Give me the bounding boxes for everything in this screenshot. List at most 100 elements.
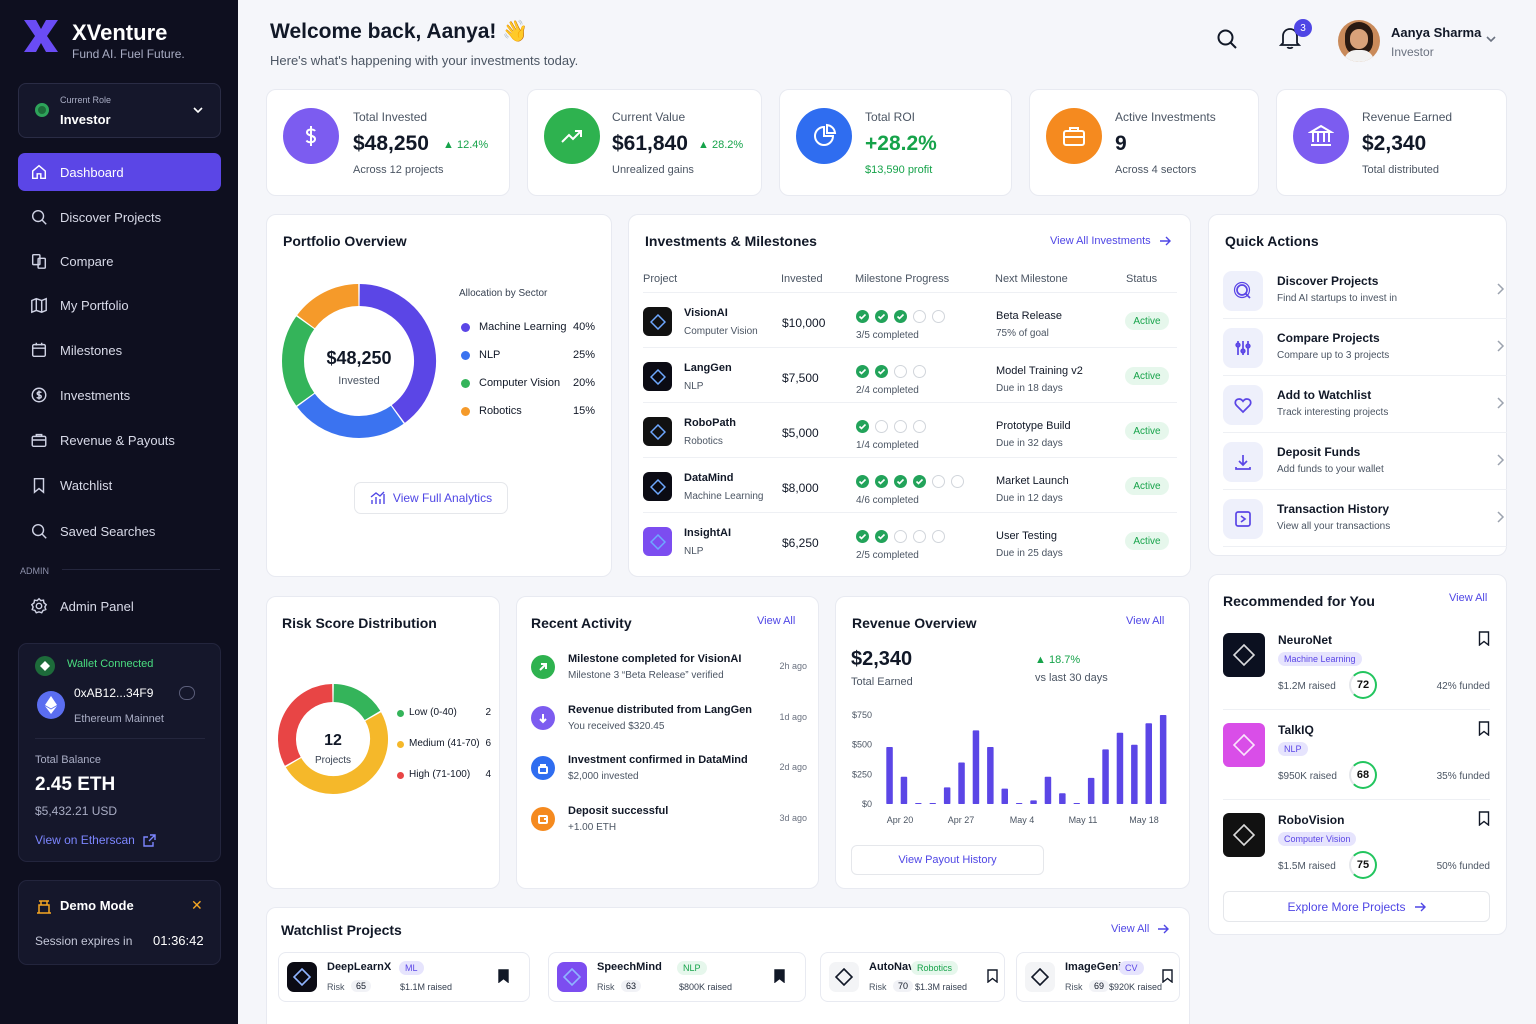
bookmark-icon[interactable] — [1162, 969, 1173, 983]
search-doc-icon — [1223, 271, 1263, 311]
search-icon[interactable] — [1216, 28, 1238, 50]
view-all-investments-link[interactable]: View All Investments — [1050, 235, 1171, 247]
nav-label: Milestones — [60, 342, 123, 358]
activity-item[interactable]: Revenue distributed from LangGen You rece… — [531, 702, 807, 750]
watchlist-item[interactable]: DeepLearnX ML Risk 65 $1.1M raised — [278, 952, 530, 1002]
nav-dashboard[interactable]: Dashboard — [18, 153, 221, 191]
explore-more-projects-button[interactable]: Explore More Projects — [1223, 891, 1490, 922]
recommended-project[interactable]: TalkIQ NLP $950K raised 68 35% funded — [1223, 715, 1490, 800]
quick-action-item[interactable]: Deposit Funds Add funds to your wallet — [1223, 433, 1507, 490]
nav-saved-searches[interactable]: Saved Searches — [18, 512, 221, 550]
admin-section-label: ADMIN — [20, 566, 49, 576]
quick-action-item[interactable]: Add to Watchlist Track interesting projec… — [1223, 376, 1507, 433]
view-etherscan-link[interactable]: View on Etherscan — [35, 833, 156, 847]
project-logo-icon — [643, 307, 672, 336]
watchlist-item[interactable]: SpeechMind NLP Risk 63 $800K raised — [548, 952, 806, 1002]
investment-row[interactable]: DataMind Machine Learning $8,000 4/6 comple… — [643, 457, 1177, 512]
nav-label: Revenue & Payouts — [60, 432, 175, 448]
score-ring: 68 — [1349, 761, 1377, 789]
recommended-project[interactable]: NeuroNet Machine Learning $1.2M raised 72 42… — [1223, 625, 1490, 710]
y-tick-label: $250 — [852, 769, 872, 779]
wallet-address[interactable]: 0xAB12...34F9 — [74, 686, 154, 700]
activity-item[interactable]: Milestone completed for VisionAI Mileston… — [531, 651, 807, 699]
close-icon[interactable]: ✕ — [191, 897, 203, 913]
view-full-analytics-button[interactable]: View Full Analytics — [354, 482, 508, 514]
revenue-delta-label: vs last 30 days — [1035, 672, 1108, 684]
revenue-bar — [1116, 732, 1124, 804]
recent-activity-card: Recent Activity View All Milestone compl… — [516, 596, 819, 889]
user-name[interactable]: Aanya Sharma — [1391, 25, 1482, 40]
bookmark-icon[interactable] — [498, 969, 509, 983]
project-logo-icon — [287, 962, 317, 992]
column-header: Next Milestone — [995, 273, 1068, 285]
nav-admin-panel[interactable]: Admin Panel — [18, 587, 221, 625]
activity-time: 1d ago — [779, 711, 807, 722]
watchlist-item[interactable]: AutoNav Robotics Risk 70 $1.3M raised — [820, 952, 1005, 1002]
nav-revenue-payouts[interactable]: Revenue & Payouts — [18, 421, 221, 459]
quick-action-item[interactable]: Compare Projects Compare up to 3 projects — [1223, 319, 1507, 376]
project-logo-icon — [1223, 633, 1265, 677]
recommended-project[interactable]: RoboVision Computer Vision $1.5M raised 75 5… — [1223, 805, 1490, 890]
score-ring: 72 — [1349, 671, 1377, 699]
quick-action-label: Discover Projects — [1277, 274, 1379, 288]
external-link-icon — [143, 833, 156, 847]
kpi-revenue-earned: Revenue Earned $2,340 Total distributed — [1276, 89, 1507, 196]
raised-amount: $800K raised — [679, 982, 733, 992]
score-ring: 75 — [1349, 851, 1377, 879]
role-selector[interactable]: Current Role Investor — [18, 83, 221, 138]
bookmark-icon[interactable] — [987, 969, 998, 983]
kpi-sub: $13,590 profit — [865, 164, 933, 176]
investment-row[interactable]: RoboPath Robotics $5,000 1/4 completed Proto… — [643, 402, 1177, 457]
nav-discover-projects[interactable]: Discover Projects — [18, 198, 221, 236]
investment-row[interactable]: VisionAI Computer Vision $10,000 3/5 comple… — [643, 292, 1177, 347]
column-header: Status — [1126, 273, 1158, 285]
home-icon — [31, 164, 47, 180]
view-all-activity-link[interactable]: View All — [757, 615, 796, 627]
kpi-label: Revenue Earned — [1362, 110, 1453, 124]
view-all-revenue-link[interactable]: View All — [1126, 615, 1165, 627]
arrow-right-icon — [1414, 902, 1426, 911]
nav-investments[interactable]: Investments — [18, 376, 221, 414]
view-all-watchlist-link[interactable]: View All — [1111, 923, 1170, 935]
activity-sub: $2,000 invested — [568, 771, 639, 782]
risk-center-label: Projects — [314, 755, 352, 766]
invested-amount: $5,000 — [782, 426, 819, 440]
copy-icon[interactable] — [179, 686, 195, 700]
quick-action-label: Deposit Funds — [1277, 445, 1361, 459]
avatar[interactable] — [1338, 20, 1380, 62]
project-logo-icon — [1223, 723, 1265, 767]
investment-row[interactable]: InsightAI NLP $6,250 2/5 completed User Test… — [643, 512, 1177, 567]
nav-my-portfolio[interactable]: My Portfolio — [18, 286, 221, 324]
bookmark-icon[interactable] — [1478, 811, 1490, 826]
next-milestone: Prototype Build — [996, 420, 1071, 432]
watchlist-item[interactable]: ImageGenie CV Risk 69 $920K raised — [1016, 952, 1180, 1002]
notification-bell-icon[interactable] — [1279, 26, 1301, 50]
view-all-recommended-link[interactable]: View All — [1449, 592, 1488, 604]
chevron-down-icon[interactable] — [1485, 33, 1497, 45]
nav-watchlist[interactable]: Watchlist — [18, 466, 221, 504]
legend-label: Robotics — [479, 405, 522, 417]
bookmark-icon[interactable] — [1478, 721, 1490, 736]
sector-tag: ML — [399, 961, 424, 975]
activity-item[interactable]: Deposit successful +1.00 ETH 3d ago — [531, 803, 807, 851]
activity-title: Deposit successful — [568, 804, 669, 817]
divider — [62, 569, 220, 570]
quick-action-item[interactable]: Discover Projects Find AI startups to inv… — [1223, 262, 1507, 319]
kpi-delta: ▲ 28.2% — [698, 139, 744, 151]
bookmark-icon[interactable] — [1478, 631, 1490, 646]
user-role: Investor — [1391, 45, 1434, 59]
chevron-right-icon — [1495, 453, 1507, 467]
quick-action-item[interactable]: Transaction History View all your transac… — [1223, 490, 1507, 547]
bookmark-icon[interactable] — [774, 969, 785, 983]
check-icon — [875, 365, 888, 378]
legend-swatch — [461, 379, 470, 388]
activity-item[interactable]: Investment confirmed in DataMind $2,000 i… — [531, 752, 807, 800]
x-tick-label: Apr 20 — [887, 815, 914, 825]
invested-amount: $8,000 — [782, 481, 819, 495]
nav-milestones[interactable]: Milestones — [18, 331, 221, 369]
nav-compare[interactable]: Compare — [18, 242, 221, 280]
milestone-dots — [856, 310, 951, 323]
view-payout-history-button[interactable]: View Payout History — [851, 845, 1044, 875]
legend-swatch — [397, 710, 404, 717]
investment-row[interactable]: LangGen NLP $7,500 2/4 completed Model Train… — [643, 347, 1177, 402]
